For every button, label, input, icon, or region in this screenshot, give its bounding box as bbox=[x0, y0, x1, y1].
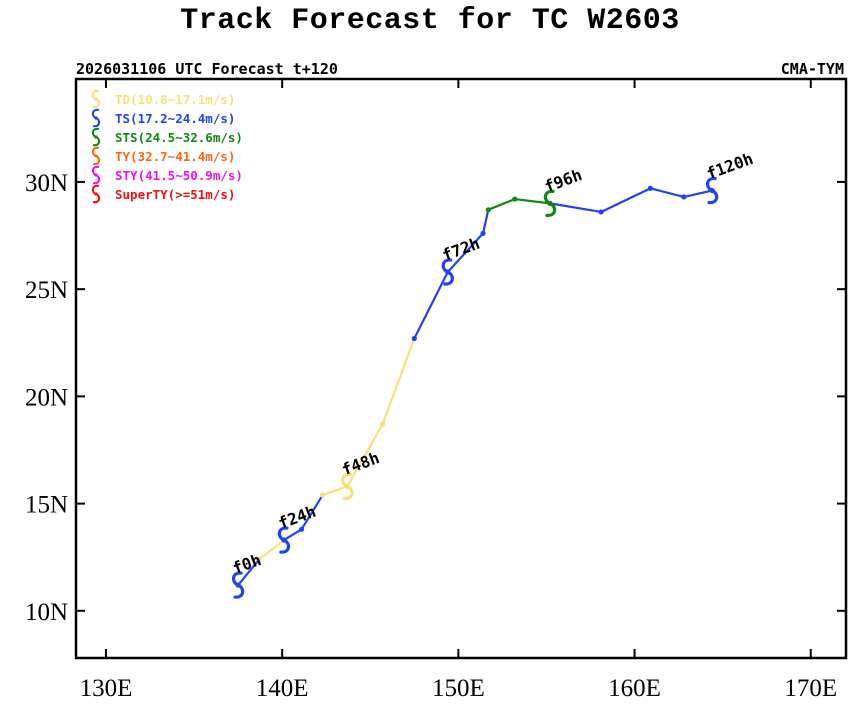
legend-entry: STS(24.5~32.6m/s) bbox=[115, 130, 243, 145]
track-segment bbox=[549, 202, 602, 214]
forecast-markers: f0h f24h f48h f72h f96h f120h bbox=[230, 149, 756, 599]
track-segment bbox=[514, 197, 551, 205]
track-segment bbox=[487, 198, 516, 211]
track-segment bbox=[283, 528, 303, 541]
track-point bbox=[681, 194, 687, 200]
x-tick-label: 130E bbox=[80, 675, 133, 702]
track-segment bbox=[650, 187, 685, 199]
forecast-step-label: f72h bbox=[440, 234, 483, 265]
legend-entry: TD(10.8~17.1m/s) bbox=[115, 92, 235, 107]
cyclone-symbol-icon bbox=[441, 258, 454, 286]
cyclone-symbol-icon bbox=[232, 571, 245, 599]
legend-entry: TY(32.7~41.4m/s) bbox=[115, 149, 235, 164]
track-point bbox=[647, 185, 654, 191]
cyclone-symbol-icon bbox=[341, 472, 354, 501]
track-segment bbox=[381, 338, 416, 425]
x-tick-label: 170E bbox=[784, 675, 837, 702]
cyclone-symbol-icon bbox=[91, 127, 101, 147]
cyclone-symbol-icon bbox=[91, 146, 101, 166]
track-segment bbox=[237, 558, 261, 586]
track-segment bbox=[258, 539, 285, 561]
track-point bbox=[480, 230, 486, 236]
axis-ticks: 130E 140E 150E 160E 170E 10N 15N 20N 25N 30N bbox=[25, 79, 846, 702]
x-tick-label: 160E bbox=[608, 675, 661, 702]
cyclone-symbol-icon bbox=[91, 108, 101, 128]
model-name-label: CMA-TYM bbox=[780, 60, 844, 78]
track-point bbox=[256, 556, 262, 562]
y-tick-label: 15N bbox=[25, 492, 68, 519]
track-segment bbox=[600, 187, 651, 213]
cyclone-symbol-icon bbox=[277, 526, 291, 554]
forecast-step-label: f48h bbox=[339, 448, 382, 479]
forecast-step-label: f0h bbox=[230, 550, 264, 578]
y-tick-label: 10N bbox=[25, 599, 68, 626]
track-segment bbox=[322, 485, 348, 497]
cyclone-symbol-icon bbox=[705, 176, 719, 205]
cyclone-symbol-icon bbox=[543, 189, 557, 217]
track-segment bbox=[683, 189, 713, 199]
chart-title: Track Forecast for TC W2603 bbox=[180, 4, 680, 38]
legend-entry: SuperTY(>=51m/s) bbox=[115, 187, 235, 202]
forecast-step-label: f96h bbox=[542, 165, 585, 196]
track-segment bbox=[481, 209, 490, 234]
legend-entry: TS(17.2~24.4m/s) bbox=[115, 111, 235, 126]
track-point bbox=[320, 492, 326, 498]
plot-area bbox=[74, 77, 848, 660]
x-tick-label: 140E bbox=[256, 675, 309, 702]
forecast-step-label: f120h bbox=[704, 149, 756, 183]
track-lines bbox=[237, 187, 713, 586]
track-point bbox=[512, 196, 518, 202]
legend-entry: STY(41.5~50.9m/s) bbox=[115, 168, 243, 183]
y-tick-label: 30N bbox=[25, 170, 68, 197]
track-segment bbox=[300, 494, 324, 530]
track-segment bbox=[446, 232, 484, 273]
x-tick-label: 150E bbox=[432, 675, 485, 702]
y-tick-label: 25N bbox=[25, 277, 68, 304]
cyclone-symbol-icon bbox=[91, 184, 101, 204]
track-point bbox=[485, 207, 491, 213]
legend: TD(10.8~17.1m/s) TS(17.2~24.4m/s) STS(24.5… bbox=[91, 89, 243, 204]
track-point bbox=[379, 421, 386, 427]
track-point bbox=[298, 526, 305, 532]
cyclone-symbol-icon bbox=[91, 89, 101, 109]
forecast-step-label: f24h bbox=[276, 502, 319, 533]
track-point bbox=[598, 209, 604, 215]
track-segment bbox=[346, 423, 384, 487]
y-tick-label: 20N bbox=[25, 384, 68, 411]
track-segment bbox=[413, 271, 449, 339]
forecast-time-label: 2026031106 UTC Forecast t+120 bbox=[76, 60, 338, 78]
cyclone-symbol-icon bbox=[91, 165, 101, 185]
track-point bbox=[411, 335, 417, 342]
